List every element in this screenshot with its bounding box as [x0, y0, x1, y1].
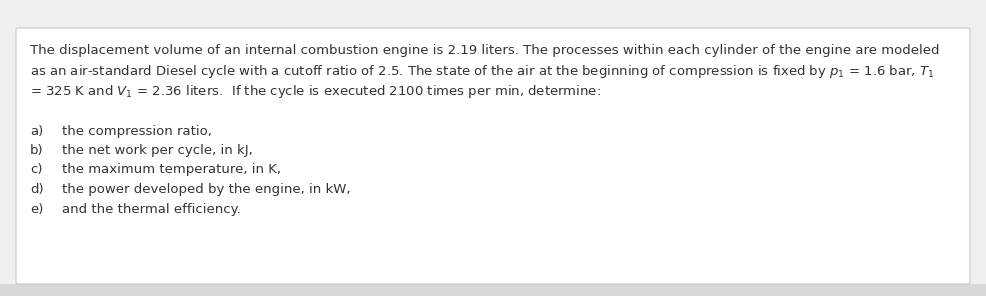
Text: = 325 K and $V_1$ = 2.36 liters.  If the cycle is executed 2100 times per min, d: = 325 K and $V_1$ = 2.36 liters. If the …	[30, 83, 600, 100]
Text: a): a)	[30, 125, 43, 138]
Text: e): e)	[30, 202, 43, 215]
Bar	[0, 284, 986, 296]
Text: the net work per cycle, in kJ,: the net work per cycle, in kJ,	[62, 144, 252, 157]
Text: The displacement volume of an internal combustion engine is 2.19 liters. The pro: The displacement volume of an internal c…	[30, 44, 940, 57]
Text: c): c)	[30, 163, 42, 176]
Text: the power developed by the engine, in kW,: the power developed by the engine, in kW…	[62, 183, 350, 196]
Text: the compression ratio,: the compression ratio,	[62, 125, 212, 138]
Text: d): d)	[30, 183, 43, 196]
Text: b): b)	[30, 144, 43, 157]
Text: and the thermal efficiency.: and the thermal efficiency.	[62, 202, 241, 215]
Text: as an air-standard Diesel cycle with a cutoff ratio of 2.5. The state of the air: as an air-standard Diesel cycle with a c…	[30, 64, 935, 81]
FancyBboxPatch shape	[16, 28, 970, 284]
Text: the maximum temperature, in K,: the maximum temperature, in K,	[62, 163, 281, 176]
